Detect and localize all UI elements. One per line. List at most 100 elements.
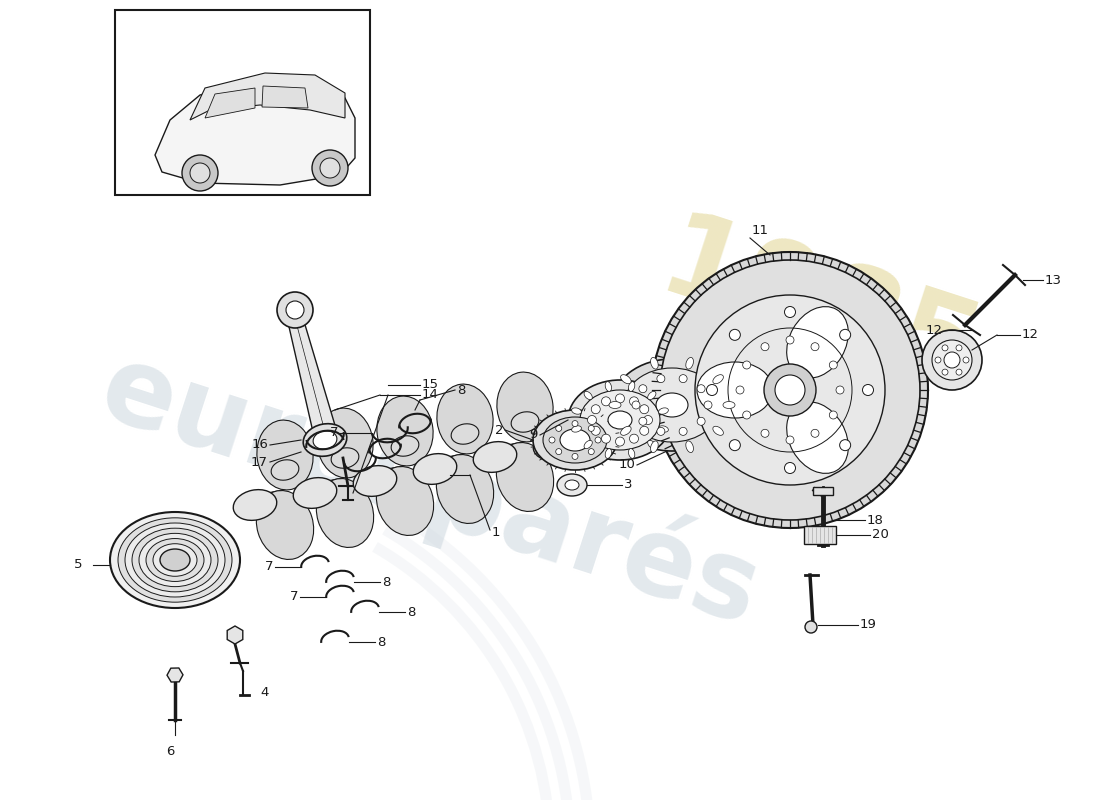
Bar [804,526,836,544]
Text: 20: 20 [872,529,889,542]
Ellipse shape [534,430,576,460]
Circle shape [761,430,769,438]
Circle shape [588,449,594,454]
Circle shape [312,150,348,186]
Circle shape [729,330,740,340]
Ellipse shape [605,449,612,458]
Bar [813,487,833,495]
Ellipse shape [125,523,226,597]
Ellipse shape [160,549,190,571]
Text: 5: 5 [74,558,82,571]
Ellipse shape [609,402,622,409]
Ellipse shape [628,382,635,391]
Circle shape [736,386,744,394]
Ellipse shape [534,410,617,470]
Text: 13: 13 [1045,274,1062,286]
Ellipse shape [659,426,669,432]
Ellipse shape [414,454,456,484]
Ellipse shape [723,402,735,409]
Circle shape [932,340,972,380]
Circle shape [784,306,795,318]
Ellipse shape [656,393,688,417]
Ellipse shape [713,374,724,384]
Text: 12: 12 [926,323,943,337]
Ellipse shape [257,420,314,490]
Ellipse shape [271,460,299,480]
Ellipse shape [314,431,337,449]
Ellipse shape [132,528,218,592]
Ellipse shape [612,359,732,451]
Circle shape [836,386,844,394]
Ellipse shape [650,441,658,453]
Ellipse shape [560,429,590,451]
Circle shape [839,440,850,450]
Polygon shape [205,88,255,118]
Circle shape [587,415,596,425]
Ellipse shape [392,436,419,456]
Circle shape [962,357,969,363]
Text: 3: 3 [624,478,632,491]
Ellipse shape [118,518,232,602]
Ellipse shape [572,408,582,414]
Ellipse shape [685,358,693,369]
Circle shape [784,462,795,474]
Ellipse shape [146,538,204,582]
Circle shape [786,336,794,344]
Circle shape [640,426,649,435]
Circle shape [660,260,920,520]
Text: 11: 11 [751,223,769,237]
Text: 4: 4 [260,686,268,699]
Ellipse shape [353,466,397,496]
Ellipse shape [233,490,277,520]
Circle shape [602,397,610,406]
Polygon shape [155,80,355,185]
Circle shape [602,434,610,443]
Polygon shape [262,86,308,108]
Text: 7: 7 [289,590,298,603]
Ellipse shape [584,391,592,400]
Text: 8: 8 [407,606,416,618]
Polygon shape [287,318,337,432]
Circle shape [862,385,873,395]
Circle shape [286,301,304,319]
Circle shape [761,342,769,350]
Circle shape [616,437,625,446]
Text: 19: 19 [860,618,877,631]
Ellipse shape [256,490,314,559]
Circle shape [805,621,817,633]
Text: 7: 7 [330,426,338,439]
Text: 1: 1 [492,526,500,539]
Circle shape [786,436,794,444]
Circle shape [956,345,962,351]
Text: 14: 14 [422,389,439,402]
Ellipse shape [512,412,539,432]
Ellipse shape [620,426,631,435]
Circle shape [556,449,562,454]
Circle shape [811,430,819,438]
Circle shape [776,375,805,405]
Circle shape [657,427,664,435]
Circle shape [697,385,705,393]
Circle shape [706,385,717,395]
Circle shape [944,352,960,368]
Circle shape [277,292,313,328]
Ellipse shape [331,448,359,468]
Ellipse shape [648,391,656,400]
Circle shape [644,415,652,425]
Text: 9: 9 [529,429,538,442]
Circle shape [697,418,705,426]
Ellipse shape [697,362,773,418]
Ellipse shape [605,382,612,391]
Circle shape [742,361,750,369]
Circle shape [616,394,625,403]
Circle shape [942,345,948,351]
Ellipse shape [608,411,632,429]
Text: 1985: 1985 [646,205,994,415]
Circle shape [652,252,928,528]
Circle shape [764,364,816,416]
Ellipse shape [565,480,579,490]
Circle shape [935,357,940,363]
Circle shape [639,385,647,393]
Text: 8: 8 [456,383,465,397]
Ellipse shape [786,402,848,474]
